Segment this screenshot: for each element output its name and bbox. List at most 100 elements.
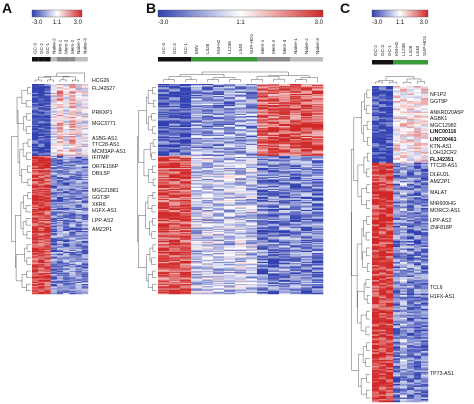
- heatmap-cell: [246, 269, 258, 272]
- dendrogram-branch: [152, 244, 156, 252]
- heatmap-cell: [290, 214, 302, 216]
- heatmap-cell: [290, 231, 302, 233]
- heatmap-cell: [268, 233, 280, 235]
- heatmap-cell: [279, 280, 291, 283]
- heatmap-cell: [81, 249, 89, 252]
- heatmap-cell: [301, 113, 313, 116]
- heatmap-cell: [235, 277, 247, 279]
- heatmap-cell: [312, 176, 324, 179]
- dendrogram-branch: [295, 79, 307, 82]
- heatmap-cell: [63, 87, 70, 89]
- heatmap-cell: [301, 141, 313, 143]
- heatmap-cell: [213, 242, 225, 244]
- heatmap-cell: [246, 246, 258, 248]
- heatmap-cell: [69, 256, 76, 258]
- heatmap-cell: [38, 166, 45, 169]
- heatmap-cell: [257, 91, 269, 94]
- heatmap-cell: [44, 195, 51, 197]
- heatmap-cell: [279, 95, 291, 97]
- heatmap-cell: [158, 171, 170, 173]
- heatmap-cell: [407, 93, 415, 96]
- heatmap-cell: [75, 192, 83, 194]
- heatmap-cell: [268, 245, 280, 247]
- heatmap-cell: [191, 265, 203, 267]
- heatmap-cell: [213, 289, 225, 291]
- heatmap-cell: [301, 105, 313, 107]
- heatmap-cell: [268, 259, 280, 262]
- heatmap-cell: [38, 93, 45, 96]
- heatmap-cell: [224, 206, 236, 209]
- heatmap-cell: [63, 214, 70, 216]
- heatmap-cell: [169, 92, 181, 95]
- heatmap-cell: [235, 249, 247, 252]
- heatmap-cell: [202, 130, 214, 132]
- heatmap-cell: [75, 170, 83, 172]
- heatmap-cell: [38, 219, 45, 222]
- heatmap-cell: [246, 84, 258, 86]
- heatmap-cell: [32, 165, 39, 168]
- heatmap-cell: [393, 105, 401, 108]
- heatmap-cell: [180, 145, 192, 148]
- heatmap-cell: [81, 229, 89, 232]
- scale-max-label: 3.0: [74, 20, 83, 26]
- heatmap-cell: [301, 265, 313, 267]
- heatmap-cell: [56, 85, 64, 87]
- heatmap-cell: [246, 142, 258, 144]
- heatmap-cell: [301, 285, 313, 287]
- heatmap-cell: [191, 140, 203, 142]
- heatmap-cell: [63, 187, 70, 190]
- heatmap-cell: [312, 237, 324, 239]
- heatmap-cell: [38, 254, 45, 256]
- heatmap-cell: [50, 245, 58, 247]
- heatmap-cell: [69, 119, 76, 121]
- heatmap-cell: [158, 235, 170, 237]
- heatmap-cell: [246, 179, 258, 181]
- heatmap-cell: [32, 228, 39, 231]
- heatmap-cell: [246, 147, 258, 149]
- heatmap-cell: [69, 181, 76, 183]
- heatmap-cell: [81, 196, 89, 199]
- heatmap-cell: [56, 229, 64, 232]
- heatmap-cell: [169, 99, 181, 101]
- heatmap-cell: [169, 160, 181, 162]
- heatmap-cell: [246, 259, 258, 262]
- heatmap-cell: [312, 201, 324, 203]
- heatmap-cell: [191, 153, 203, 155]
- heatmap-cell: [158, 208, 170, 211]
- heatmap-cell: [63, 260, 70, 263]
- heatmap-cell: [246, 236, 258, 238]
- heatmap-cell: [38, 207, 45, 210]
- heatmap-cell: [169, 185, 181, 188]
- heatmap-cell: [56, 102, 64, 105]
- heatmap-cell: [312, 210, 324, 212]
- heatmap-cell: [213, 171, 225, 173]
- heatmap-cell: [279, 155, 291, 158]
- heatmap-cell: [246, 267, 258, 269]
- heatmap-cell: [379, 89, 387, 91]
- heatmap-cell: [63, 182, 70, 184]
- heatmap-cell: [63, 129, 70, 131]
- heatmap-cell: [257, 281, 269, 284]
- heatmap-cell: [81, 264, 89, 266]
- heatmap-cell: [75, 202, 83, 204]
- heatmap-cell: [202, 269, 214, 272]
- heatmap-cell: [158, 278, 170, 280]
- heatmap-cell: [81, 119, 89, 121]
- heatmap-cell: [202, 195, 214, 197]
- heatmap-cell: [38, 155, 45, 158]
- heatmap-cell: [50, 158, 58, 160]
- heatmap-cell: [202, 116, 214, 118]
- heatmap-cell: [312, 133, 324, 136]
- heatmap-cell: [257, 141, 269, 143]
- heatmap-cell: [81, 97, 89, 99]
- heatmap-cell: [246, 229, 258, 232]
- heatmap-cell: [191, 229, 203, 232]
- heatmap-cell: [63, 103, 70, 106]
- heatmap-cell: [38, 227, 45, 230]
- heatmap-cell: [63, 290, 70, 293]
- heatmap-cell: [257, 254, 269, 256]
- heatmap-cell: [213, 284, 225, 286]
- heatmap-cell: [56, 202, 64, 204]
- heatmap-cell: [50, 150, 58, 152]
- heatmap-cell: [169, 279, 181, 281]
